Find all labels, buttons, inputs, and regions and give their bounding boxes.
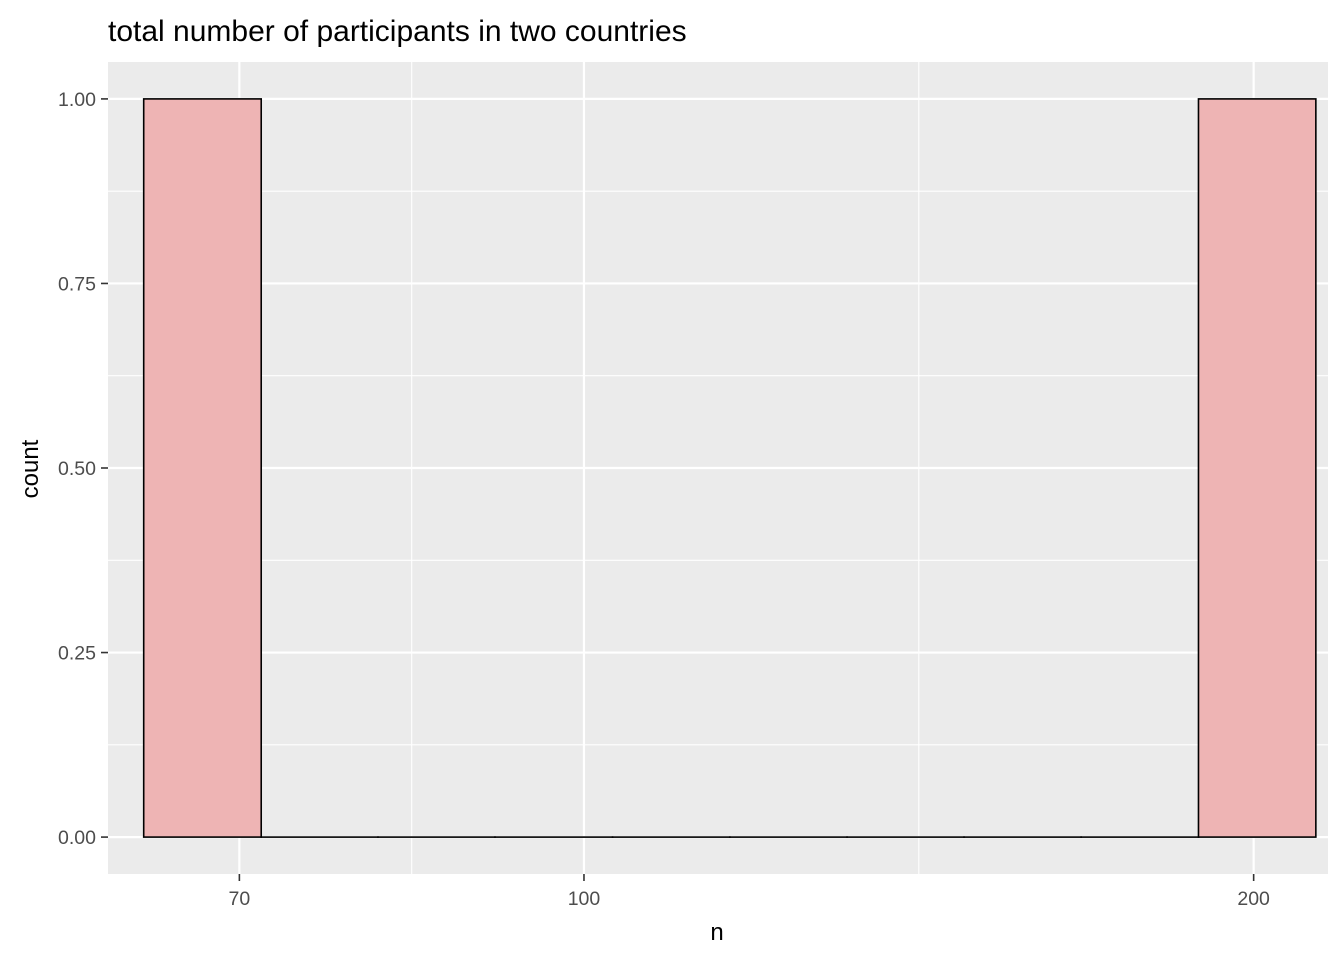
x-axis-ticks: 70 100 200 bbox=[229, 874, 1271, 910]
histogram-bar bbox=[144, 99, 262, 837]
y-tick-label: 0.75 bbox=[58, 273, 96, 295]
y-tick-label: 0.50 bbox=[58, 458, 96, 480]
y-axis-title: count bbox=[17, 439, 44, 498]
y-axis-ticks: 0.00 0.25 0.50 0.75 1.00 bbox=[58, 89, 108, 849]
histogram-bar bbox=[1198, 99, 1315, 837]
x-axis-title: n bbox=[710, 919, 723, 946]
y-tick-label: 0.25 bbox=[58, 643, 96, 665]
chart-title: total number of participants in two coun… bbox=[108, 15, 687, 48]
x-tick-label: 70 bbox=[229, 888, 251, 910]
y-tick-label: 0.00 bbox=[58, 827, 96, 849]
y-tick-label: 1.00 bbox=[58, 89, 96, 111]
x-tick-label: 200 bbox=[1237, 888, 1270, 910]
x-tick-label: 100 bbox=[568, 888, 601, 910]
